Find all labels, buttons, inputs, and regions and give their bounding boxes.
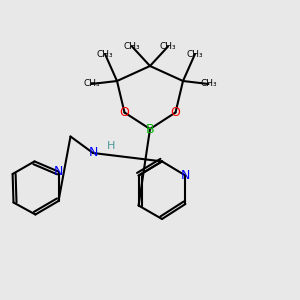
Text: O: O	[120, 106, 129, 119]
Text: N: N	[54, 165, 63, 178]
Text: B: B	[146, 122, 154, 136]
Text: N: N	[88, 146, 98, 160]
Text: CH₃: CH₃	[124, 42, 140, 51]
Text: CH₃: CH₃	[200, 80, 217, 88]
Text: CH₃: CH₃	[97, 50, 113, 58]
Text: H: H	[107, 141, 116, 151]
Text: CH₃: CH₃	[187, 50, 203, 58]
Text: N: N	[181, 169, 190, 182]
Text: O: O	[171, 106, 180, 119]
Text: CH₃: CH₃	[83, 80, 100, 88]
Text: CH₃: CH₃	[160, 42, 176, 51]
